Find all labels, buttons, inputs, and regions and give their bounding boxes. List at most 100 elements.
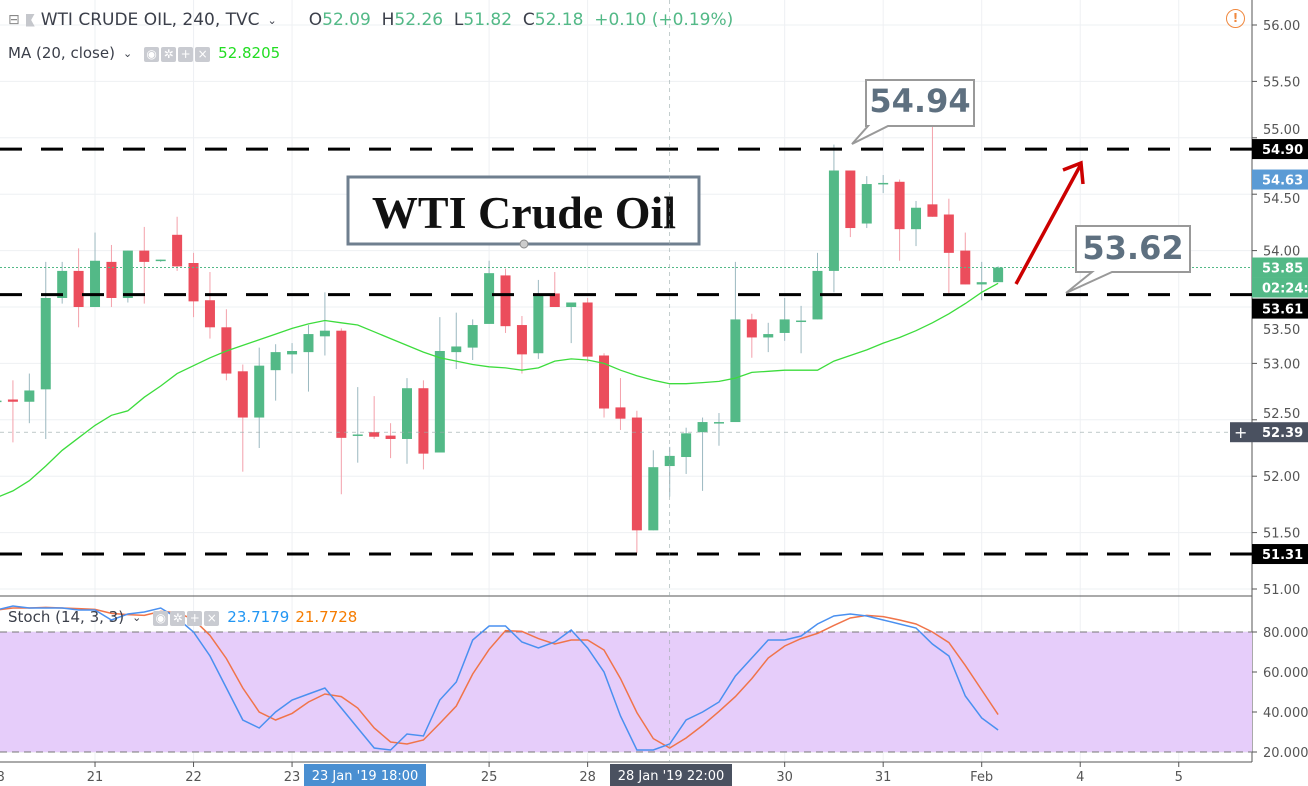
candle-body [648, 467, 659, 531]
candle-body [681, 433, 692, 458]
candle-body [746, 319, 757, 338]
callout-high-box [851, 79, 975, 145]
crosshair-price-tag: 52.39 [1262, 426, 1303, 441]
candle-body [155, 259, 166, 262]
candle-body [763, 334, 774, 338]
stoch-tick-label: 80.0000 [1263, 626, 1308, 641]
warning-icon[interactable]: ! [1226, 9, 1245, 28]
candle-body [796, 320, 807, 323]
candle-body [730, 319, 741, 423]
eye-icon[interactable]: ◉ [153, 611, 169, 626]
candle-body [631, 417, 642, 531]
price-tick-label: 53.50 [1263, 323, 1300, 338]
time-tick-label: 28 [579, 770, 596, 785]
candle-body [533, 294, 544, 354]
symbol-legend: ⊟ WTI CRUDE OIL, 240, TVC ⌄ O52.09 H52.26… [8, 10, 733, 30]
candle-body [336, 330, 347, 438]
level-price-tag-bg [1252, 544, 1308, 565]
symbol-title[interactable]: WTI CRUDE OIL, 240, TVC [40, 10, 260, 30]
callout-support-box [1065, 225, 1191, 294]
countdown-tag-bg [1252, 277, 1308, 298]
candle-body [73, 270, 84, 307]
candle-body [237, 371, 248, 418]
candle-body [204, 300, 215, 328]
candle-body [993, 267, 1004, 283]
stoch-tick-label: 20.0000 [1263, 746, 1308, 761]
crosshair-plus-icon: + [1234, 423, 1247, 442]
chevron-down-icon[interactable]: ⌄ [122, 46, 133, 60]
stoch-label[interactable]: Stoch (14, 3, 3) [8, 608, 125, 626]
candle-body [582, 302, 593, 357]
collapse-icon[interactable]: ⊟ [8, 12, 20, 28]
candle-body [861, 184, 872, 224]
candle-body [713, 422, 724, 424]
price-axis[interactable]: 56.00 55.50 55.00 54.50 54.00 53.50 53.00 52.50… [1230, 19, 1308, 761]
candle-body [615, 407, 626, 419]
level-price-tag: 54.90 [1262, 143, 1303, 158]
candle-body [812, 270, 823, 320]
candle-body [270, 352, 281, 371]
stoch-band-fill [0, 632, 1252, 752]
chevron-down-icon[interactable]: ⌄ [132, 610, 142, 624]
time-tick-label: 5 [1175, 770, 1183, 785]
level-price-tag: 53.61 [1262, 303, 1303, 318]
candle-body [467, 325, 478, 348]
time-tick-label: 31 [875, 770, 892, 785]
time-tick-label: 21 [87, 770, 104, 785]
close-icon[interactable]: × [195, 47, 211, 62]
candle-body [24, 390, 35, 402]
candle-body [566, 302, 577, 307]
candles [0, 97, 1004, 553]
ma-label[interactable]: MA (20, close) [8, 44, 115, 62]
candle-body [418, 388, 429, 454]
price-tick-label: 51.50 [1263, 527, 1300, 542]
time-tooltip: 23 Jan '19 18:00 [312, 769, 419, 784]
candle-body [911, 207, 922, 230]
candle-body [779, 319, 790, 333]
countdown-tag: 02:24:18 [1262, 282, 1308, 297]
time-tick-label: 25 [481, 770, 498, 785]
plus-icon[interactable]: + [178, 47, 194, 62]
candle-body [664, 455, 675, 467]
time-tooltip: 28 Jan '19 22:00 [618, 769, 725, 784]
level-price-tag-bg [1252, 139, 1308, 160]
candle-body [402, 388, 412, 439]
stoch-tick-label: 40.0000 [1263, 706, 1308, 721]
gear-icon[interactable]: ✲ [161, 47, 177, 62]
eye-icon[interactable]: ◉ [144, 47, 160, 62]
flag-icon[interactable] [25, 13, 35, 27]
close-icon[interactable]: × [204, 611, 220, 626]
title-text: WTI Crude Oil [372, 187, 676, 238]
time-tick-label: 4 [1076, 770, 1084, 785]
plus-icon[interactable]: + [187, 611, 203, 626]
price-tick-label: 53.00 [1263, 357, 1300, 372]
ma20-line [0, 282, 999, 497]
overlays: WTI Crude Oil 54.94 53.62 [0, 0, 1252, 762]
price-tick-label: 52.50 [1263, 407, 1300, 422]
candle-body [451, 346, 462, 353]
time-tick-label: 30 [776, 770, 793, 785]
price-tick-label: 56.00 [1263, 19, 1300, 34]
time-tick-label: 22 [185, 770, 202, 785]
candle-body [878, 182, 889, 185]
callout-high-text: 54.94 [869, 82, 970, 120]
level-price-tag-bg [1252, 298, 1308, 319]
candle-body [106, 261, 117, 298]
time-tooltip-bg [610, 764, 732, 786]
stoch-k-line [0, 605, 999, 751]
chevron-down-icon[interactable]: ⌄ [267, 13, 277, 27]
stoch-d-value: 21.7728 [295, 608, 358, 626]
gear-icon[interactable]: ✲ [170, 611, 186, 626]
price-tick-label: 54.00 [1263, 245, 1300, 260]
time-tick-label: 18 [0, 770, 5, 785]
candle-body [828, 170, 839, 271]
candle-body [500, 275, 511, 327]
time-axis[interactable]: 18 21 22 23 25 28 30 31 Feb 4 5 23 Jan '19 18:00 28 … [0, 762, 1183, 786]
price-tick-label: 55.50 [1263, 75, 1300, 90]
high-price-tag-bg [1252, 169, 1308, 190]
stoch-legend: Stoch (14, 3, 3) ⌄ ◉ ✲ + × 23.7179 21.7728 [8, 608, 357, 626]
candle-body [549, 293, 560, 307]
candle-body [927, 204, 938, 217]
candle-body [172, 234, 183, 267]
